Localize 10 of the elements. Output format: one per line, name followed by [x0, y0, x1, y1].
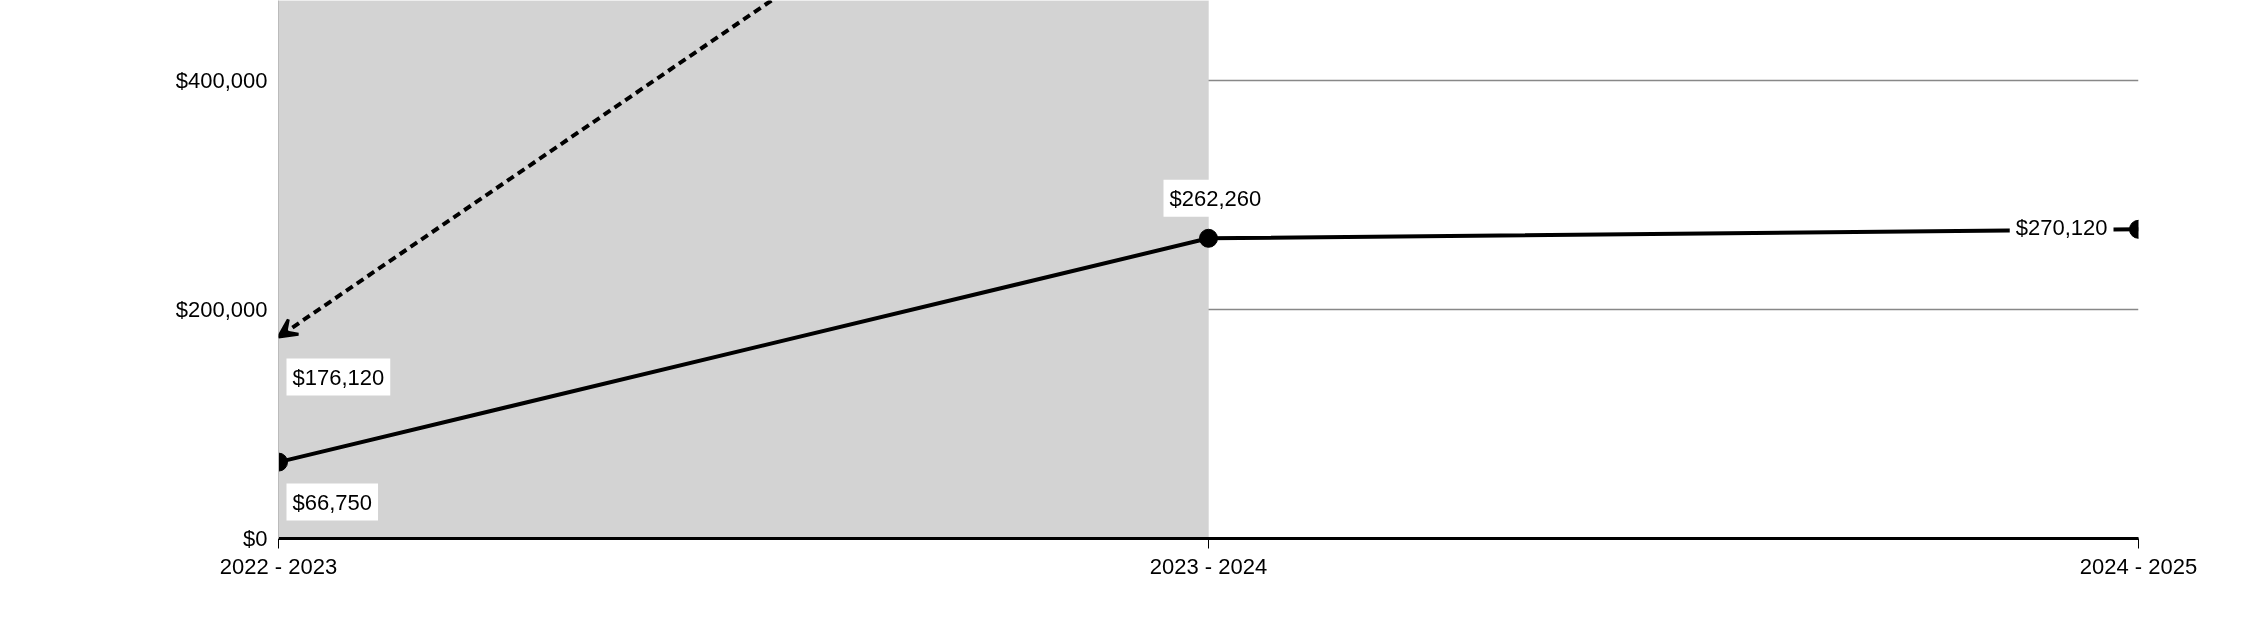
- y-tick-label: $400,000: [175, 68, 268, 94]
- data-label: $66,750: [292, 489, 373, 515]
- x-tick-label: 2022 - 2023: [219, 553, 338, 579]
- annotation: $176,120: [292, 364, 385, 390]
- y-tick-label: $200,000: [175, 297, 268, 323]
- y-tick-label: $0: [243, 526, 268, 551]
- data-label: $262,260: [1169, 185, 1262, 211]
- x-tick-label: 2023 - 2024: [1149, 553, 1268, 579]
- data-label: $270,120: [2015, 214, 2108, 240]
- x-tick-label: 2024 - 2025: [2079, 553, 2198, 579]
